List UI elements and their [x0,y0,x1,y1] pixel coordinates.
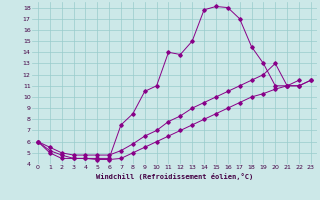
X-axis label: Windchill (Refroidissement éolien,°C): Windchill (Refroidissement éolien,°C) [96,173,253,180]
